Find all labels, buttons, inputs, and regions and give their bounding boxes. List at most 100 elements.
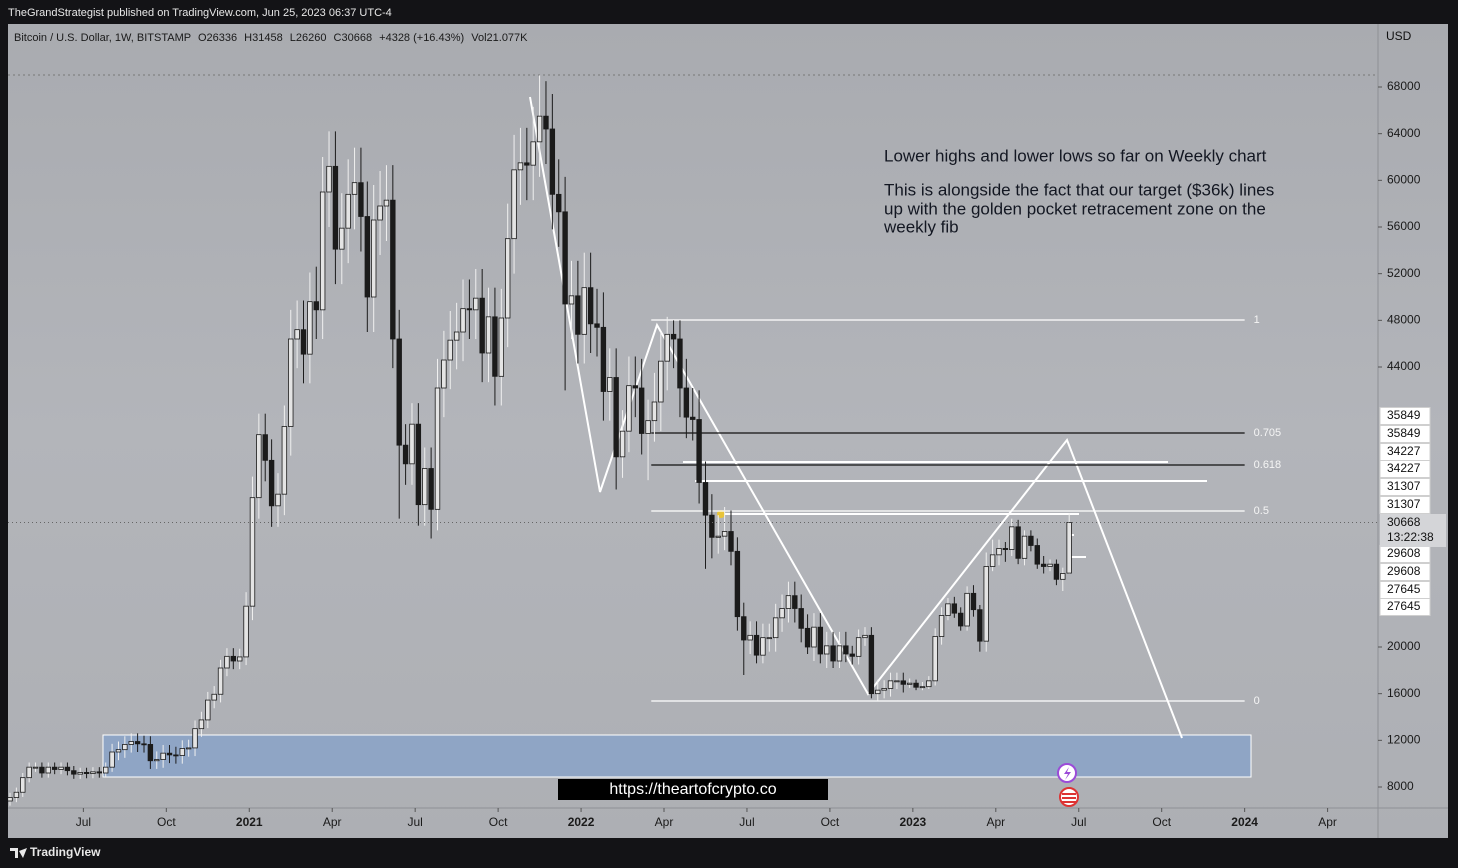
candle-body (103, 766, 109, 774)
marker-icon (717, 510, 725, 518)
candle-body (524, 162, 530, 166)
candle-body (964, 592, 970, 627)
candle-body (428, 468, 434, 510)
candle-body (185, 747, 192, 750)
candle-body (32, 766, 39, 769)
candle-body (504, 238, 511, 319)
candle-body (562, 211, 568, 305)
candle-body (1002, 548, 1009, 550)
candle-body (300, 329, 307, 355)
candle-body (370, 219, 377, 298)
ohlc-value: 26336 (207, 32, 238, 44)
candle-body (926, 680, 932, 688)
candle-body (473, 297, 479, 311)
scale-label-box (1379, 478, 1431, 496)
event-icon-bolt (1064, 767, 1071, 780)
ohlc-value: 30668 (342, 32, 373, 44)
candle-body (39, 766, 45, 774)
candle-body (626, 385, 632, 432)
candle-body (294, 329, 300, 340)
x-tick-label: Jul (76, 815, 91, 829)
watermark-box (558, 779, 828, 800)
chart-pane (8, 24, 1448, 838)
scale-label: 34227 (1387, 444, 1421, 458)
candle-body (511, 169, 517, 240)
candle-body (581, 287, 587, 335)
candle-body (900, 680, 906, 685)
candle-body (230, 655, 237, 662)
candle-body (1060, 573, 1066, 580)
candle-body (1034, 545, 1040, 565)
candle-body (645, 420, 651, 434)
annotation-line: weekly fib (883, 217, 959, 236)
candle-body (58, 766, 64, 770)
x-tick-label: Oct (489, 815, 508, 829)
symbol: Bitcoin / U.S. Dollar, 1W, BITSTAMP (14, 32, 191, 44)
x-tick-label: Apr (1318, 815, 1337, 829)
candle-body (664, 333, 670, 362)
candle-body (638, 387, 645, 434)
candle-body (830, 645, 836, 662)
candle-body (1040, 563, 1047, 567)
ohlc-value: 31458 (252, 32, 283, 44)
scale-label: 35849 (1387, 408, 1421, 422)
candle-body (434, 387, 441, 510)
fib-label: 0.5 (1254, 505, 1269, 517)
candle-body (1009, 526, 1015, 550)
candle-body (594, 323, 600, 328)
x-tick-label: Oct (157, 815, 176, 829)
candle-body (211, 693, 217, 701)
x-tick-label: Jul (407, 815, 422, 829)
volume: Vol21.077K (471, 32, 528, 44)
candle-body (447, 339, 453, 361)
candle-body (205, 699, 211, 721)
candle-body (658, 360, 664, 403)
scale-label: 29608 (1387, 564, 1421, 578)
candle-body (734, 550, 741, 618)
annotation-line: Lower highs and lower lows so far on Wee… (884, 146, 1267, 165)
scale-label: 34227 (1387, 461, 1421, 475)
candle-body (377, 205, 383, 221)
candle-body (875, 689, 881, 695)
candle-body (498, 317, 505, 377)
candle-body (543, 115, 549, 130)
candle-body (913, 682, 919, 688)
candle-body (881, 688, 887, 691)
scale-label: 35849 (1387, 426, 1421, 440)
candle-body (798, 608, 804, 629)
candle-body (345, 193, 351, 229)
candle-body (275, 493, 281, 507)
candle-body (709, 514, 715, 538)
candle-body (109, 751, 115, 768)
candle-body (256, 434, 262, 499)
candle-body (390, 199, 396, 340)
candle-body (632, 385, 638, 389)
candle-body (415, 423, 422, 506)
current-price-label: 30668 (1387, 515, 1421, 529)
x-tick-label: 2024 (1231, 815, 1258, 829)
candle-body (71, 770, 77, 775)
brand-logo (10, 848, 27, 858)
y-tick-label: 44000 (1387, 359, 1421, 373)
candle-body (237, 656, 243, 662)
candle-body (128, 741, 134, 745)
candle-body (249, 497, 256, 607)
candle-body (198, 719, 205, 730)
candle-body (868, 634, 875, 695)
candle-body (262, 434, 268, 461)
y-tick-label: 16000 (1387, 686, 1421, 700)
candle-body (243, 605, 249, 658)
candle-body (613, 377, 619, 458)
candle-body (702, 482, 709, 516)
candle-body (887, 680, 894, 689)
candle-body (728, 531, 734, 552)
candle-body (715, 535, 721, 538)
ohlc-prefix: H (244, 32, 252, 44)
candle-body (536, 115, 543, 143)
candle-body (307, 301, 313, 355)
candle-body (804, 627, 811, 648)
candle-body (179, 748, 185, 756)
candle-body (460, 308, 466, 333)
candle-body (836, 645, 843, 662)
